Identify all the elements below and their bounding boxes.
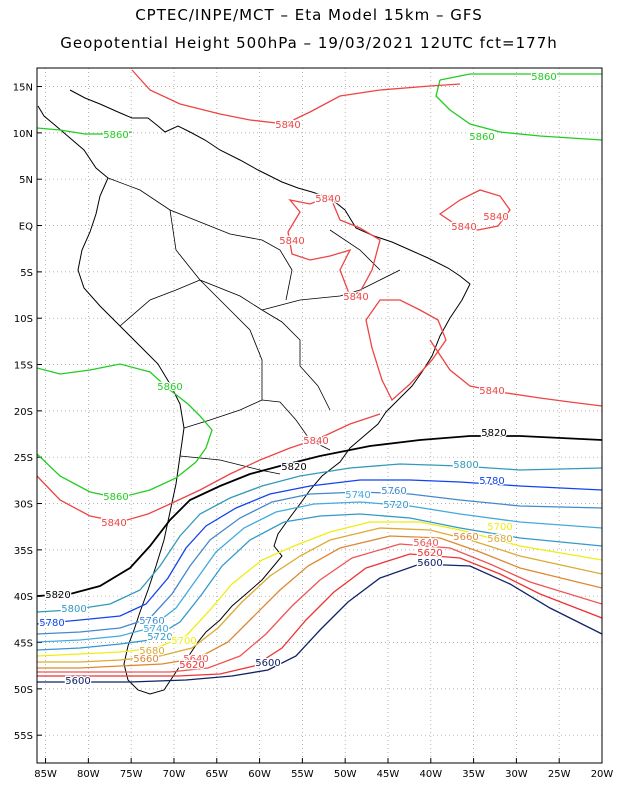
contour-label: 5660 <box>133 654 158 665</box>
contour-5860 <box>435 73 602 141</box>
contour-5680 <box>37 527 602 663</box>
contour-5800 <box>37 463 602 613</box>
contour-label: 5680 <box>139 646 164 657</box>
contour-5740 <box>37 501 602 643</box>
contour-5660 <box>37 535 602 669</box>
map-title: CPTEC/INPE/MCT – Eta Model 15km – GFS <box>135 6 483 24</box>
contour-label: 5820 <box>481 428 506 439</box>
contour-5860 <box>37 363 213 499</box>
contour-label: 5700 <box>171 636 196 647</box>
lat-tick-label: 55S <box>14 731 33 742</box>
contour-label: 5600 <box>417 558 442 569</box>
contour-label: 5720 <box>147 632 172 643</box>
map-subtitle: Geopotential Height 500hPa – 19/03/2021 … <box>60 34 558 52</box>
contour-label: 5860 <box>469 132 494 143</box>
lon-tick-label: 40W <box>419 769 442 780</box>
lat-tick-label: 15N <box>13 83 33 94</box>
contour-5840 <box>287 195 381 297</box>
contour-label: 5840 <box>451 222 476 233</box>
contour-label: 5600 <box>65 676 90 687</box>
contour-label: 5860 <box>103 492 128 503</box>
map-area: 5860 5860 5860 5860 5860 5840 5840 5840 5840 5840… <box>37 69 602 695</box>
contour-label: 5660 <box>453 532 478 543</box>
contour-5840 <box>131 69 461 125</box>
contour-label: 5800 <box>61 604 86 615</box>
contour-label: 5840 <box>303 436 328 447</box>
contour-label: 5640 <box>183 654 208 665</box>
lon-tick-label: 65W <box>205 769 228 780</box>
lat-tick-label: 15S <box>14 361 33 372</box>
south-america-coastline <box>37 89 471 695</box>
contour-label: 5700 <box>487 522 512 533</box>
contour-label: 5640 <box>413 538 438 549</box>
lon-tick-label: 85W <box>34 769 57 780</box>
lon-tick-label: 70W <box>163 769 186 780</box>
lat-tick-label: 10N <box>13 129 33 140</box>
lat-tick-label: 40S <box>14 592 33 603</box>
contour-5840 <box>429 339 602 407</box>
contour-label: 5620 <box>417 548 442 559</box>
lon-tick-label: 45W <box>377 769 400 780</box>
contour-label: 5840 <box>343 292 368 303</box>
contour-label: 5840 <box>275 120 300 131</box>
contour-5760 <box>37 491 602 635</box>
contour-label: 5620 <box>179 660 204 671</box>
contour-label: 5840 <box>279 236 304 247</box>
contour-label: 5820 <box>45 590 70 601</box>
lon-tick-label: 75W <box>120 769 143 780</box>
contour-label: 5720 <box>383 500 408 511</box>
lat-tick-label: 20S <box>14 407 33 418</box>
contour-label: 5840 <box>315 194 340 205</box>
lon-tick-label: 25W <box>548 769 571 780</box>
contour-5780 <box>37 479 602 625</box>
lon-tick-label: 30W <box>505 769 528 780</box>
contour-5840 <box>37 413 381 523</box>
contour-label: 5860 <box>103 130 128 141</box>
lat-tick-label: 5S <box>20 268 33 279</box>
lon-tick-label: 80W <box>77 769 100 780</box>
lon-tick-label: 60W <box>248 769 271 780</box>
lon-tick-label: 50W <box>334 769 357 780</box>
contour-label: 5760 <box>381 486 406 497</box>
contour-5720 <box>37 513 602 651</box>
lat-tick-label: 5N <box>19 175 33 186</box>
contour-5840 <box>438 189 511 231</box>
contour-label: 5680 <box>487 534 512 545</box>
contour-label: 5780 <box>479 476 504 487</box>
lon-tick-label: 35W <box>462 769 485 780</box>
contour-5700 <box>37 521 602 657</box>
map-frame <box>36 67 603 764</box>
contour-label: 5860 <box>531 72 556 83</box>
contour-5640 <box>37 543 602 673</box>
contour-label: 5760 <box>139 616 164 627</box>
contour-label: 5740 <box>345 490 370 501</box>
contour-5820 <box>37 435 602 597</box>
contour-label: 5840 <box>101 518 126 529</box>
lat-tick-label: 10S <box>14 314 33 325</box>
contour-5600 <box>37 563 602 683</box>
contour-label: 5780 <box>39 618 64 629</box>
contour-label: 5820 <box>281 462 306 473</box>
lat-tick-label: 50S <box>14 685 33 696</box>
lon-tick-label: 20W <box>591 769 614 780</box>
contour-label: 5840 <box>479 386 504 397</box>
lon-tick-label: 55W <box>291 769 314 780</box>
lat-tick-label: 30S <box>14 500 33 511</box>
contour-label: 5740 <box>143 624 168 635</box>
lat-tick-label: EQ <box>19 222 33 233</box>
map-grid <box>37 68 603 763</box>
lat-tick-label: 35S <box>14 546 33 557</box>
contour-label: 5840 <box>483 212 508 223</box>
contour-label: 5600 <box>255 658 280 669</box>
contour-label: 5800 <box>453 460 478 471</box>
country-borders <box>107 177 401 475</box>
contour-5840 <box>365 299 447 402</box>
contour-5620 <box>37 553 602 677</box>
contour-5860 <box>37 127 133 135</box>
lat-tick-label: 25S <box>14 453 33 464</box>
lat-tick-label: 45S <box>14 639 33 650</box>
contour-label: 5860 <box>157 382 182 393</box>
